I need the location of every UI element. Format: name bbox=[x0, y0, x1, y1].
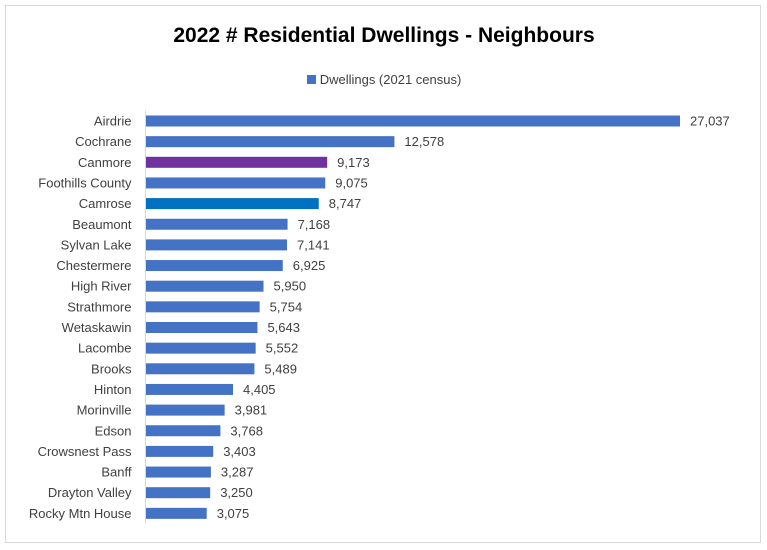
value-label: 3,981 bbox=[235, 403, 268, 418]
legend-label: Dwellings (2021 census) bbox=[319, 72, 462, 87]
bar bbox=[146, 404, 225, 416]
bar bbox=[146, 115, 680, 127]
bar bbox=[146, 383, 234, 395]
category-label: Brooks bbox=[91, 361, 132, 376]
value-label: 5,950 bbox=[274, 279, 307, 294]
category-label: Beaumont bbox=[72, 217, 132, 232]
chart-title: 2022 # Residential Dwellings - Neighbour… bbox=[173, 24, 595, 47]
category-label: Rocky Mtn House bbox=[29, 506, 132, 521]
category-label: Cochrane bbox=[75, 134, 131, 149]
bar bbox=[146, 260, 283, 272]
bar bbox=[146, 507, 207, 519]
value-label: 27,037 bbox=[690, 114, 730, 129]
bar bbox=[146, 363, 255, 375]
category-label: Airdrie bbox=[94, 114, 132, 129]
value-label: 3,768 bbox=[230, 423, 263, 438]
bar bbox=[146, 280, 264, 292]
chart-frame: 2022 # Residential Dwellings - Neighbour… bbox=[5, 5, 761, 543]
value-label: 5,643 bbox=[267, 320, 300, 335]
value-label: 5,489 bbox=[264, 361, 297, 376]
value-label: 7,168 bbox=[298, 217, 331, 232]
bar bbox=[146, 198, 319, 210]
category-label: Camrose bbox=[79, 196, 132, 211]
bar bbox=[146, 156, 328, 168]
bar bbox=[146, 425, 221, 437]
category-label: Hinton bbox=[94, 382, 132, 397]
bar bbox=[146, 322, 258, 333]
category-label: Morinville bbox=[77, 403, 132, 418]
category-label: High River bbox=[71, 279, 132, 294]
bar bbox=[146, 342, 256, 354]
category-label: Wetaskawin bbox=[62, 320, 132, 335]
value-label: 3,403 bbox=[223, 444, 256, 459]
category-label: Chestermere bbox=[56, 258, 131, 273]
category-label: Sylvan Lake bbox=[61, 237, 132, 252]
value-label: 3,250 bbox=[220, 485, 253, 500]
value-label: 4,405 bbox=[243, 382, 276, 397]
value-label: 9,075 bbox=[335, 175, 368, 190]
value-label: 5,552 bbox=[266, 341, 299, 356]
bar bbox=[146, 487, 211, 499]
value-label: 3,287 bbox=[221, 465, 254, 480]
value-label: 12,578 bbox=[404, 134, 444, 149]
category-label: Foothills County bbox=[38, 175, 132, 190]
chart-legend: Dwellings (2021 census) bbox=[6, 72, 762, 87]
bar bbox=[146, 239, 288, 251]
bar bbox=[146, 445, 214, 457]
bar bbox=[146, 301, 260, 313]
value-label: 7,141 bbox=[297, 237, 330, 252]
bar bbox=[146, 177, 326, 189]
bar bbox=[146, 218, 288, 230]
value-label: 5,754 bbox=[270, 299, 303, 314]
bar bbox=[146, 136, 395, 148]
category-label: Lacombe bbox=[78, 341, 131, 356]
category-label: Edson bbox=[95, 423, 132, 438]
category-label: Drayton Valley bbox=[48, 485, 132, 500]
value-label: 6,925 bbox=[293, 258, 326, 273]
category-label: Strathmore bbox=[67, 299, 131, 314]
category-label: Canmore bbox=[78, 155, 131, 170]
value-label: 9,173 bbox=[337, 155, 370, 170]
legend-swatch bbox=[306, 75, 316, 84]
category-label: Crowsnest Pass bbox=[38, 444, 132, 459]
value-label: 3,075 bbox=[217, 506, 250, 521]
value-label: 8,747 bbox=[329, 196, 362, 211]
category-label: Banff bbox=[101, 465, 132, 480]
bar bbox=[146, 466, 211, 478]
